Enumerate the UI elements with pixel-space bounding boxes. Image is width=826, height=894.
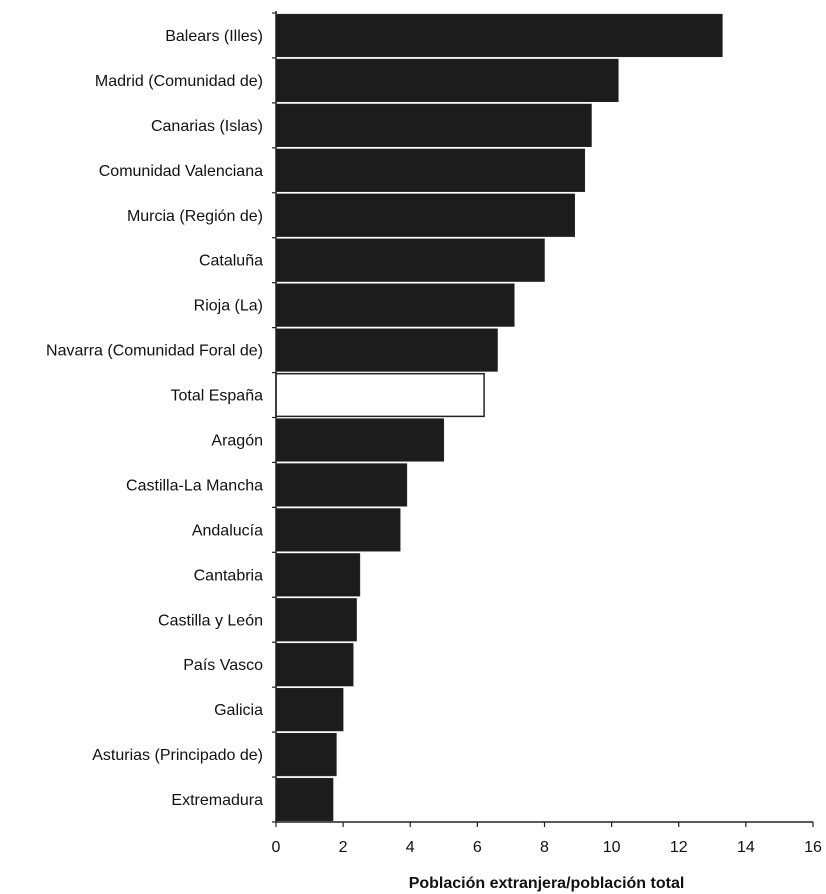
category-label-3: Comunidad Valenciana [99,163,263,180]
bar-2 [275,103,592,147]
bar-5 [275,238,545,282]
bar-3 [275,148,586,192]
x-tick-label-4: 8 [540,839,549,856]
x-tick-label-7: 14 [737,839,755,856]
category-label-15: Galicia [214,702,263,719]
category-label-5: Cataluña [199,253,263,270]
x-tick-label-8: 16 [804,839,822,856]
bar-10 [275,463,408,507]
bar-12 [275,553,361,597]
bar-1 [275,58,619,103]
category-label-14: País Vasco [183,657,263,674]
x-tick-label-3: 6 [473,839,482,856]
category-label-7: Navarra (Comunidad Foral de) [46,343,263,360]
category-label-11: Andalucía [192,522,263,539]
bar-8 [275,372,485,418]
category-labels-group: Balears (Illes) Madrid (Comunidad de) Cana… [46,28,263,809]
bar-7 [275,328,498,372]
bar-11 [275,508,401,552]
bar-17 [275,777,334,822]
bar-9 [275,418,445,462]
bar-15 [275,688,344,732]
x-tick-label-0: 0 [272,839,281,856]
category-label-13: Castilla y León [158,612,263,629]
bars-group [275,13,723,822]
bar-4 [275,193,575,237]
category-label-16: Asturias (Principado de) [92,747,263,764]
category-label-8: Total España [170,388,263,405]
x-tick-label-6: 12 [670,839,688,856]
category-label-4: Murcia (Región de) [127,208,263,225]
x-tick-label-1: 2 [339,839,348,856]
bar-16 [275,732,337,777]
bar-6 [275,283,515,327]
x-tick-label-5: 10 [603,839,621,856]
category-label-0: Balears (Illes) [165,28,263,45]
category-label-12: Cantabria [194,567,263,584]
x-axis-title: Población extranjera/población total [409,875,685,892]
category-label-10: Castilla-La Mancha [126,477,263,494]
category-label-6: Rioja (La) [194,298,263,315]
category-label-17: Extremadura [171,792,263,809]
category-label-9: Aragón [211,432,263,449]
x-tick-label-2: 4 [406,839,415,856]
x-ticks-group: 0 2 4 6 8 10 12 14 16 [272,822,822,856]
category-label-1: Madrid (Comunidad de) [95,73,263,90]
category-label-2: Canarias (Islas) [151,118,263,135]
bar-0 [275,13,723,58]
bar-13 [275,598,357,642]
bar-14 [275,643,354,687]
